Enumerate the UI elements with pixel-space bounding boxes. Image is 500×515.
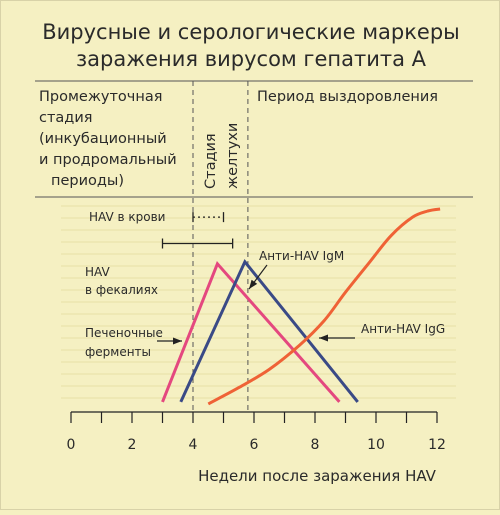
grid xyxy=(61,205,456,399)
range-hav-blood xyxy=(192,212,225,223)
x-tick-label: 6 xyxy=(250,437,259,453)
arrow-head xyxy=(173,337,182,345)
label-hav-feces-line-2: в фекалиях xyxy=(85,283,158,297)
series-labels: HAV в крови HAV в фекалиях Печеночные фермен… xyxy=(85,210,445,359)
series-line-anti-hav-igm xyxy=(179,258,359,403)
series-line-anti-hav-igg xyxy=(207,207,441,406)
phase-jaundice-line-1: Стадия xyxy=(203,133,219,189)
x-axis-label: Недели после заражения HAV xyxy=(198,467,437,485)
phase-labels: Промежуточная стадия (инкубационный и пр… xyxy=(39,89,438,189)
x-tick-label: 2 xyxy=(128,437,137,453)
virus-ranges xyxy=(161,212,234,249)
arrow-anti-hav-igg xyxy=(319,334,355,342)
chart-title-line-1: Вирусные и серологические маркеры xyxy=(42,20,460,44)
x-axis: 0 2 4 6 8 10 12 xyxy=(67,411,446,453)
label-liver-enzymes-line-1: Печеночные xyxy=(85,326,163,340)
phase-incubation-line-2: стадия xyxy=(39,110,92,126)
jaundice-bounds xyxy=(192,81,249,412)
arrow-liver-enzymes xyxy=(157,337,182,345)
phase-incubation-line-5: периоды) xyxy=(51,173,124,189)
chart-title: Вирусные и серологические маркеры зараже… xyxy=(42,20,460,71)
series-lines xyxy=(161,207,441,406)
phase-jaundice-line-2: желтухи xyxy=(225,123,241,189)
x-tick-label: 10 xyxy=(367,437,385,453)
x-tick-label: 12 xyxy=(428,437,446,453)
x-tick-label: 8 xyxy=(311,437,320,453)
phase-incubation-line-1: Промежуточная xyxy=(39,89,162,105)
x-tick-label: 0 xyxy=(67,437,76,453)
label-anti-hav-igm: Анти-HAV IgM xyxy=(259,249,344,263)
arrow-anti-hav-igm xyxy=(248,264,268,290)
range-hav-feces xyxy=(161,238,234,249)
label-hav-feces-line-1: HAV xyxy=(85,265,110,279)
label-hav-blood: HAV в крови xyxy=(89,210,165,224)
label-liver-enzymes-line-2: ферменты xyxy=(85,345,151,359)
chart-title-line-2: заражения вирусом гепатита А xyxy=(76,47,427,71)
arrow-head xyxy=(249,279,258,289)
x-tick-label: 4 xyxy=(189,437,198,453)
phase-incubation-line-4: и продромальный xyxy=(39,152,177,168)
phase-incubation-line-3: (инкубационный xyxy=(39,131,167,147)
series-line-liver-enzymes xyxy=(161,260,341,403)
arrow-head xyxy=(319,334,328,342)
label-anti-hav-igg: Анти-HAV IgG xyxy=(361,322,445,336)
phase-recovery: Период выздоровления xyxy=(257,89,438,105)
